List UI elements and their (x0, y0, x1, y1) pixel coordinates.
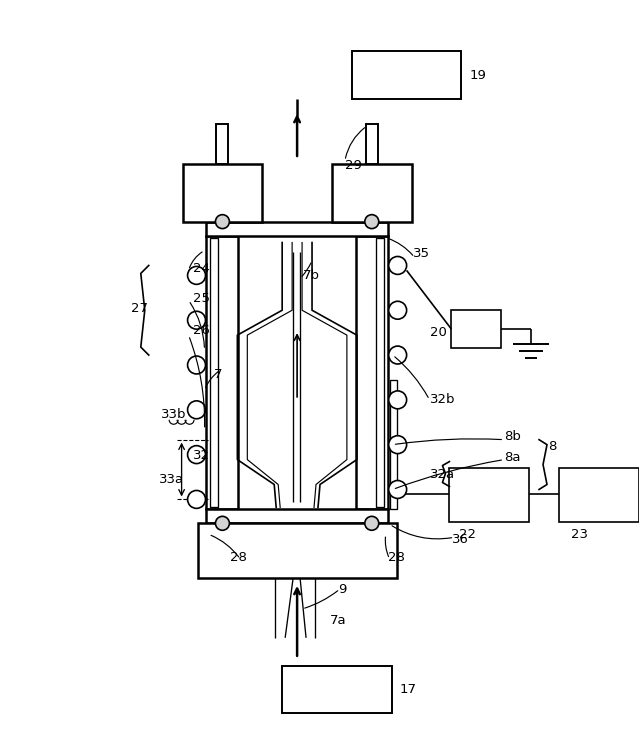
Circle shape (388, 346, 406, 364)
Text: 33a: 33a (159, 473, 184, 486)
Circle shape (365, 214, 379, 228)
Bar (211, 238, 218, 507)
Text: 17: 17 (399, 683, 417, 696)
Circle shape (388, 256, 406, 274)
Circle shape (388, 436, 406, 454)
Text: 8a: 8a (504, 451, 521, 464)
Bar (216, 124, 228, 164)
Text: 22: 22 (460, 528, 476, 541)
Circle shape (188, 401, 205, 419)
Bar (282, 665, 392, 714)
Text: 24: 24 (193, 262, 209, 275)
Bar (332, 164, 412, 222)
Circle shape (188, 446, 205, 463)
Text: 23: 23 (571, 528, 588, 541)
Circle shape (388, 391, 406, 408)
Text: 19: 19 (469, 69, 486, 82)
Text: 8: 8 (548, 440, 556, 453)
Bar (207, 222, 388, 236)
Text: 7: 7 (214, 368, 222, 381)
Bar (376, 238, 384, 507)
Bar (198, 523, 397, 578)
Circle shape (216, 214, 229, 228)
Text: 27: 27 (131, 302, 148, 315)
Text: 8b: 8b (504, 430, 521, 443)
Circle shape (188, 356, 205, 374)
Text: 7a: 7a (330, 614, 347, 627)
Bar (390, 380, 397, 509)
Text: 28: 28 (388, 550, 404, 564)
Text: 9: 9 (338, 583, 346, 596)
Circle shape (388, 302, 406, 319)
Text: 32b: 32b (429, 393, 455, 406)
Bar (207, 236, 238, 509)
Bar (356, 236, 388, 509)
Text: 25: 25 (193, 292, 209, 305)
Text: 20: 20 (429, 326, 446, 339)
Text: 28: 28 (230, 550, 247, 564)
Text: 32a: 32a (429, 468, 454, 481)
Text: 35: 35 (413, 247, 429, 260)
Bar (449, 468, 529, 523)
Circle shape (188, 311, 205, 329)
Text: 7b: 7b (303, 269, 320, 282)
Bar (207, 509, 388, 523)
Circle shape (188, 490, 205, 509)
Bar (451, 310, 501, 348)
Text: 32: 32 (193, 449, 209, 462)
Bar (182, 164, 262, 222)
Circle shape (388, 480, 406, 498)
Circle shape (216, 516, 229, 530)
Circle shape (188, 266, 205, 284)
Circle shape (365, 516, 379, 530)
Text: 26: 26 (193, 324, 209, 337)
Bar (559, 468, 639, 523)
Bar (366, 124, 378, 164)
Text: 29: 29 (345, 160, 362, 172)
Text: 36: 36 (452, 533, 469, 546)
Bar (352, 51, 461, 99)
Text: 33b: 33b (161, 408, 186, 422)
